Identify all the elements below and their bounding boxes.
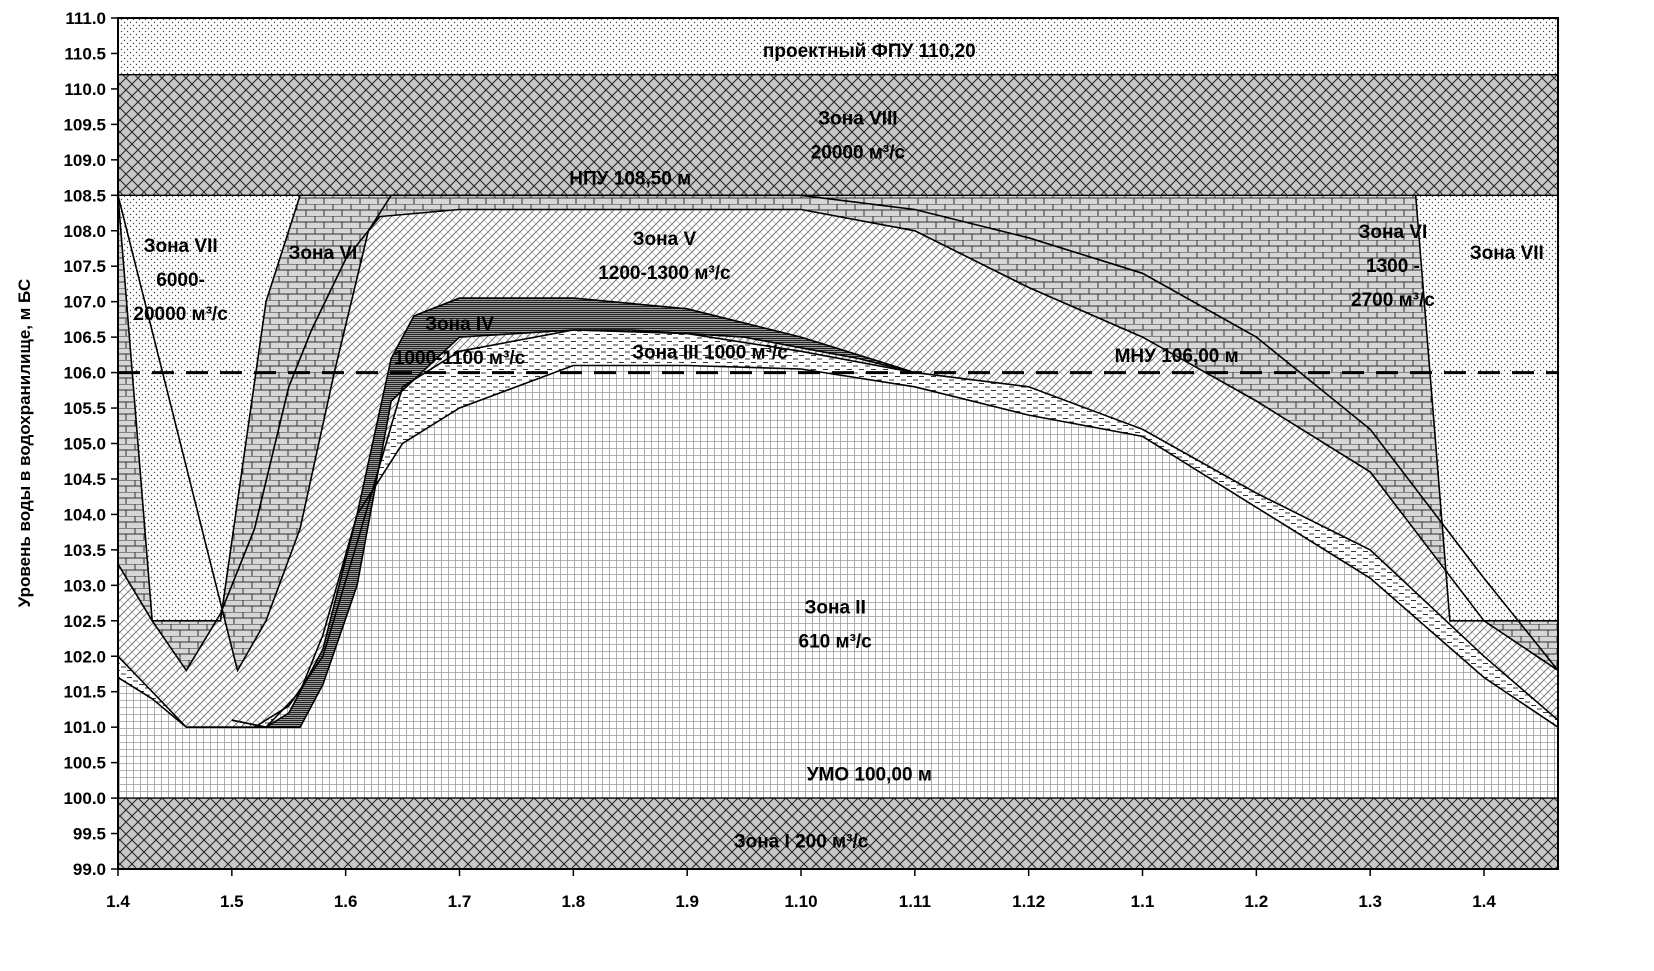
zone-4-area [231, 298, 915, 728]
zone-label: 1300 - [1366, 256, 1420, 277]
x-tick-label: 1.6 [334, 892, 358, 911]
zone-1-area [118, 798, 1558, 869]
x-tick-label: 1.7 [448, 892, 472, 911]
x-tick-label: 1.12 [1012, 892, 1045, 911]
y-tick-label: 110.0 [64, 80, 106, 99]
zone-label: 6000- [156, 270, 205, 291]
y-tick-label: 100.0 [63, 789, 106, 808]
zone-8-area [118, 74, 1558, 196]
y-tick-label: 100.5 [63, 754, 106, 773]
level-annotation: проектный ФПУ 110,20 [763, 41, 976, 62]
x-tick-label: 1.1 [1131, 892, 1155, 911]
zone-label: Зона VI [1359, 222, 1428, 243]
level-annotation: МНУ 106,00 м [1115, 346, 1239, 367]
zone-label: Зона VII [144, 236, 218, 257]
y-tick-label: 104.5 [63, 470, 106, 489]
zone-6-area [118, 195, 1558, 671]
x-tick-label: 1.5 [220, 892, 244, 911]
zone-5-area [118, 209, 1558, 728]
y-tick-label: 101.0 [63, 718, 106, 737]
y-tick-label: 99.5 [73, 825, 106, 844]
y-tick-label: 111.0 [65, 9, 106, 28]
y-tick-label: 108.5 [63, 186, 106, 205]
x-tick-label: 1.4 [1472, 892, 1496, 911]
boundary-b3 [231, 329, 915, 729]
zone-label: Зона VIII [818, 108, 897, 129]
zone-2-area [118, 365, 1558, 799]
y-tick-label: 102.0 [63, 647, 106, 666]
y-tick-label: 106.5 [63, 328, 106, 347]
y-tick-label: 99.0 [73, 860, 106, 879]
y-tick-label: 110.5 [64, 44, 106, 63]
x-tick-label: 1.4 [106, 892, 130, 911]
boundary-b5 [118, 208, 1558, 672]
y-tick-label: 104.0 [63, 505, 106, 524]
zone-7-right-area [1415, 195, 1558, 621]
zone-label: 1000-1100 м³/с [394, 348, 526, 369]
y-tick-label: 103.5 [63, 541, 106, 560]
y-tick-label: 107.0 [63, 293, 106, 312]
y-tick-label: 107.5 [63, 257, 106, 276]
y-tick-label: 101.5 [63, 683, 106, 702]
y-tick-label: 109.5 [63, 115, 106, 134]
y-tick-label: 102.5 [63, 612, 106, 631]
y-tick-label: 106.0 [63, 364, 106, 383]
zone-label: Зона V [633, 229, 697, 250]
x-tick-label: 1.9 [675, 892, 699, 911]
zone-label: Зона II [804, 598, 865, 619]
y-tick-label: 105.5 [63, 399, 106, 418]
x-tick-label: 1.11 [899, 892, 931, 911]
fpu-band-area [118, 18, 1558, 75]
boundary-b8 [1414, 195, 1558, 622]
zone-label: Зона I 200 м³/с [734, 832, 869, 853]
y-tick-label: 105.0 [63, 435, 106, 454]
y-tick-label: 109.0 [63, 151, 106, 170]
zone-7-left-area [118, 195, 301, 621]
zone-label: 610 м³/с [799, 632, 873, 653]
zone-label: Зона VI [289, 243, 358, 264]
level-annotation: НПУ 108,50 м [569, 169, 691, 190]
y-axis-label: Уровень воды в водохранилище, м БС [15, 279, 34, 608]
zone-label: 20000 м³/с [811, 142, 906, 163]
x-tick-label: 1.3 [1358, 892, 1382, 911]
zone-label: 20000 м³/с [133, 304, 228, 325]
zone-label: Зона IV [425, 314, 494, 335]
y-tick-label: 108.0 [63, 222, 106, 241]
zone-label: 1200-1300 м³/с [598, 263, 731, 284]
level-annotation: УМО 100,00 м [807, 764, 932, 785]
x-tick-label: 1.2 [1245, 892, 1269, 911]
boundary-b4 [231, 297, 916, 729]
zone-label: Зона III 1000 м³/с [632, 342, 788, 363]
x-tick-label: 1.10 [784, 892, 817, 911]
boundary-b2 [118, 329, 1558, 729]
zone-label: Зона VII [1470, 243, 1544, 264]
zone-label: 2700 м³/с [1351, 290, 1435, 311]
x-tick-label: 1.8 [562, 892, 586, 911]
y-tick-label: 103.0 [63, 576, 106, 595]
boundary-b7 [118, 195, 301, 622]
